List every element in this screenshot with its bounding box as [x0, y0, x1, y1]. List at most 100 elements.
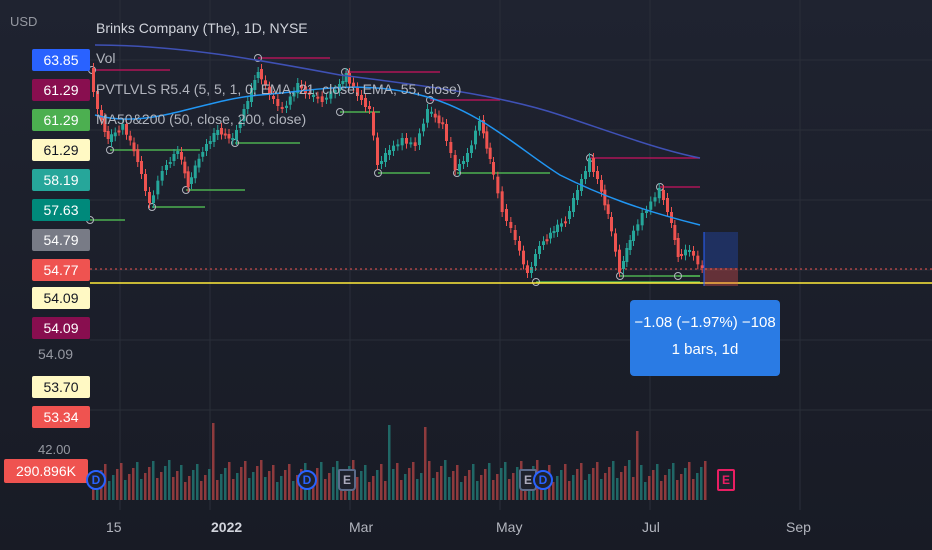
candle-body	[117, 130, 121, 133]
earnings-event-icon[interactable]: E	[338, 469, 356, 491]
candle-body	[688, 250, 691, 252]
volume-bar	[688, 462, 691, 500]
candle-body	[556, 224, 559, 232]
candle-body	[376, 137, 379, 165]
dividend-event-icon[interactable]: D	[297, 470, 317, 490]
candle-body	[100, 110, 103, 120]
candle-body	[180, 152, 183, 160]
volume-bar	[512, 473, 515, 500]
volume-bar	[504, 462, 507, 500]
symbol-legend[interactable]: Brinks Company (The), 1D, NYSE	[96, 20, 308, 36]
moving-average-legend[interactable]: MA50&200 (50, close, 200, close)	[96, 111, 307, 127]
candle-body	[433, 113, 437, 118]
candle-body	[542, 241, 545, 245]
volume-bar	[92, 482, 95, 500]
measure-change: −1.08 (−1.97%) −108	[634, 314, 776, 331]
candle-body	[522, 250, 525, 265]
volume-bar	[420, 473, 423, 500]
pivot-levels-legend[interactable]: PVTLVLS R5.4 (5, 5, 1, 0, EMA, 21, close…	[96, 81, 462, 97]
volume-bar	[216, 480, 219, 500]
measure-bars: 1 bars, 1d	[671, 341, 739, 358]
candle-body	[272, 96, 275, 99]
candle-body	[437, 115, 441, 124]
candle-body	[329, 91, 333, 99]
volume-bar	[248, 478, 251, 500]
candle-body	[156, 180, 160, 195]
candle-body	[264, 80, 267, 85]
volume-bar	[124, 480, 127, 500]
volume-bar	[476, 481, 479, 500]
candle-body	[165, 165, 168, 170]
candle-body	[168, 162, 172, 164]
candle-body	[344, 73, 348, 82]
price-axis-tag: 57.63	[32, 199, 90, 221]
candle-body	[246, 101, 250, 109]
volume-bar	[120, 463, 123, 500]
volume-bar	[592, 468, 595, 500]
candle-body	[400, 138, 404, 146]
price-axis-tag: 58.19	[32, 169, 90, 191]
price-axis-tag: 61.29	[32, 139, 90, 161]
candle-body	[160, 171, 164, 181]
volume-bar	[616, 478, 619, 500]
volume-bar	[432, 478, 435, 500]
candle-body	[645, 210, 648, 213]
candle-body	[592, 158, 595, 172]
candle-body	[696, 255, 700, 265]
candle-body	[364, 98, 367, 107]
currency-label: USD	[10, 14, 38, 29]
candle-body	[422, 123, 425, 132]
dividend-event-icon[interactable]: D	[533, 470, 553, 490]
volume-bar	[568, 481, 571, 500]
candle-body	[584, 171, 587, 179]
volume-bar	[152, 461, 155, 500]
volume-bar	[244, 461, 247, 500]
volume-bar	[624, 466, 627, 500]
candle-body	[227, 134, 231, 139]
volume-bar	[656, 464, 659, 500]
volume-bar	[268, 471, 271, 500]
volume-bar	[156, 478, 159, 500]
volume-bar	[368, 482, 371, 500]
candle-body	[216, 130, 220, 135]
earnings-event-icon[interactable]: E	[519, 469, 537, 491]
candle-body	[136, 149, 140, 162]
volume-bar	[644, 482, 647, 500]
volume-bar	[468, 470, 471, 500]
candle-body	[208, 141, 212, 144]
volume-value-tag: 290.896K	[4, 459, 88, 483]
candle-body	[256, 72, 260, 78]
candle-body	[280, 107, 284, 109]
candle-body	[622, 261, 625, 269]
volume-legend[interactable]: Vol	[96, 50, 116, 66]
volume-bar	[336, 461, 339, 500]
candle-body	[125, 124, 128, 135]
candle-body	[372, 112, 375, 136]
volume-bar	[188, 476, 191, 500]
volume-bar	[680, 474, 683, 500]
pivot-low-marker	[148, 203, 156, 211]
candle-body	[680, 254, 683, 256]
price-axis-tag: 53.70	[32, 376, 90, 398]
candle-body	[418, 133, 421, 145]
volume-bar	[376, 470, 379, 500]
candle-body	[148, 192, 151, 203]
price-axis-tag: 54.79	[32, 229, 90, 251]
volume-bar	[448, 477, 451, 500]
candle-body	[144, 174, 147, 191]
candle-body	[518, 241, 521, 251]
upcoming-earnings-icon[interactable]: E	[717, 469, 735, 491]
price-axis-label: 54.09	[38, 346, 74, 362]
pivot-low-marker	[336, 108, 344, 116]
candle-body	[121, 124, 125, 130]
candle-body	[231, 138, 235, 140]
candle-body	[588, 158, 591, 172]
volume-bar	[220, 474, 223, 500]
candle-body	[603, 189, 607, 206]
price-axis-tag: 61.29	[32, 79, 90, 101]
dividend-event-icon[interactable]: D	[86, 470, 106, 490]
candle-body	[238, 122, 242, 128]
candle-body	[320, 96, 324, 102]
